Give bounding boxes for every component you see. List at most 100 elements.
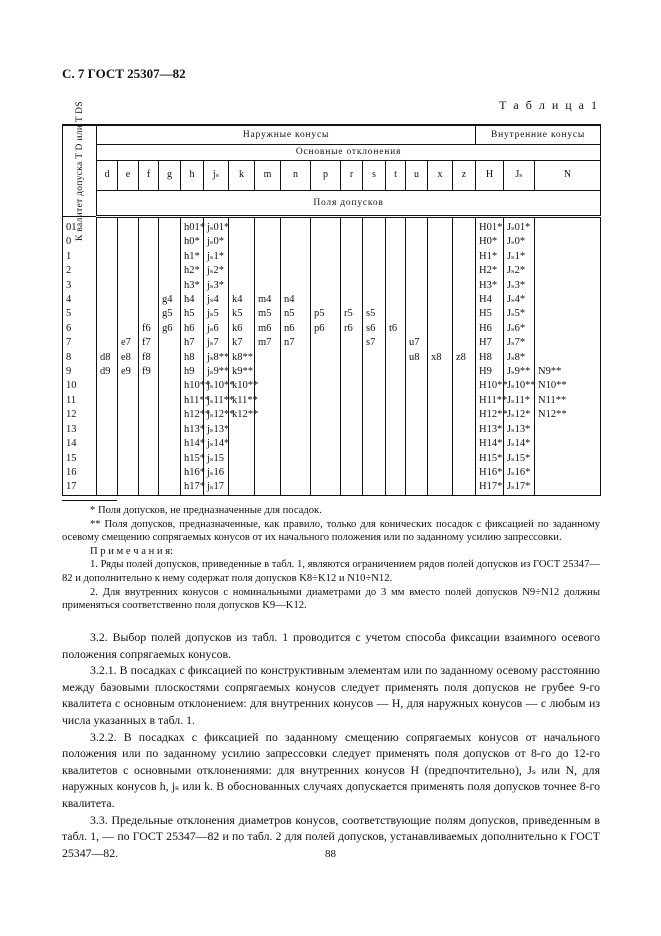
tolerance-cell	[280, 235, 311, 250]
tolerance-cell	[385, 350, 406, 366]
tolerance-cell: Jₛ8*	[503, 350, 536, 366]
tolerance-cell	[96, 249, 118, 265]
tolerance-cell	[451, 408, 477, 423]
tolerance-cell	[405, 451, 428, 466]
tolerance-cell: Jₛ3*	[503, 278, 536, 294]
tolerance-fields-header: Поля допусков	[95, 190, 602, 218]
tolerance-cell: h6	[180, 321, 204, 337]
column-header-12: t	[385, 160, 406, 191]
tolerance-cell: H6	[475, 321, 505, 337]
tolerance-cell	[117, 249, 139, 265]
tolerance-cell	[427, 336, 453, 351]
table-row: 13 h13* jₛ13* H13* Jₛ13*	[62, 422, 602, 438]
footnotes: * Поля допусков, не предназначенные для …	[62, 504, 600, 613]
tolerance-cell	[534, 350, 602, 366]
tolerance-cell: m5	[254, 307, 281, 322]
tolerance-cell	[96, 379, 118, 394]
tolerance-table: К валитет допуска T D или T DS Наружные …	[62, 101, 602, 496]
tolerance-cell: Jₛ1*	[503, 249, 536, 265]
tolerance-cell	[451, 437, 477, 452]
tolerance-cell: Jₛ5*	[503, 307, 536, 322]
tolerance-cell	[280, 278, 311, 294]
tolerance-cell	[254, 216, 281, 236]
tolerance-cell	[385, 451, 406, 466]
tolerance-cell: h9	[180, 365, 204, 380]
basic-deviations-header: Основные отклонения	[95, 144, 602, 161]
tolerance-cell: Jₛ13*	[503, 422, 536, 438]
tolerance-cell	[427, 278, 453, 294]
tolerance-cell	[385, 216, 406, 236]
tolerance-cell	[138, 249, 159, 265]
tolerance-cell: H12**	[475, 408, 508, 423]
tolerance-cell	[280, 264, 311, 279]
tolerance-cell: f9	[138, 365, 159, 380]
column-header-4: h	[180, 160, 204, 191]
column-header-15: z	[451, 160, 477, 191]
tolerance-cell	[340, 249, 363, 265]
tolerance-cell: Jₛ6*	[503, 321, 536, 337]
tolerance-cell: H17*	[475, 480, 505, 496]
tolerance-cell	[117, 293, 139, 308]
tolerance-cell	[451, 465, 477, 481]
tolerance-cell	[158, 235, 181, 250]
tolerance-cell	[96, 293, 118, 308]
note-1: 1. Ряды полей допусков, приведенные в та…	[62, 559, 600, 584]
tolerance-cell	[117, 480, 139, 496]
column-header-14: x	[427, 160, 453, 191]
page-number: 88	[325, 848, 336, 860]
tolerance-cell	[340, 293, 363, 308]
tolerance-cell: n7	[280, 336, 311, 351]
tolerance-cell: H1*	[475, 249, 505, 265]
tolerance-cell	[280, 465, 311, 481]
tolerance-cell	[254, 465, 281, 481]
table-row: 8 d8 e8 f8 h8 jₛ8** k8** u8 x8 z8 H8 Jₛ8*	[62, 350, 602, 366]
tolerance-cell	[451, 365, 477, 380]
table-row: 01 h01* jₛ01* H01* Jₛ01*	[62, 216, 602, 236]
tolerance-cell	[427, 216, 453, 236]
footnote-divider	[62, 500, 117, 501]
table-row: 7 e7 f7 h7 jₛ7 k7 m7 n7 s7 u7 H7 Jₛ7*	[62, 336, 602, 351]
tolerance-cell	[310, 365, 341, 380]
tolerance-cell: H5	[475, 307, 505, 322]
tolerance-cell	[138, 278, 159, 294]
tolerance-cell	[96, 451, 118, 466]
group-inner-cones: Внутренние конусы	[475, 124, 602, 145]
grade-cell: 17	[62, 480, 97, 496]
tolerance-cell	[451, 422, 477, 438]
tolerance-cell	[451, 278, 477, 294]
tolerance-cell	[280, 480, 311, 496]
tolerance-cell	[138, 216, 159, 236]
tolerance-cell: N9**	[534, 365, 602, 380]
tolerance-cell: r6	[340, 321, 363, 337]
tolerance-cell	[96, 437, 118, 452]
column-header-3: g	[158, 160, 181, 191]
tolerance-cell: jₛ01*	[203, 216, 229, 236]
tolerance-cell: jₛ15	[203, 451, 229, 466]
tolerance-cell: Jₛ11*	[503, 393, 536, 409]
tolerance-cell	[451, 480, 477, 496]
tolerance-cell	[158, 422, 181, 438]
column-header-8: n	[280, 160, 311, 191]
tolerance-cell	[254, 408, 281, 423]
tolerance-cell	[340, 393, 363, 409]
tolerance-cell	[340, 264, 363, 279]
tolerance-cell	[310, 336, 341, 351]
table-row: 5 g5 h5 jₛ5 k5 m5 n5 p5 r5 s5 H5 Jₛ5*	[62, 307, 602, 322]
tolerance-cell: jₛ8**	[203, 350, 229, 366]
row-header-cell: К валитет допуска T D или T DS	[62, 101, 97, 241]
tolerance-cell	[117, 321, 139, 337]
tolerance-cell: n4	[280, 293, 311, 308]
tolerance-cell	[310, 216, 341, 236]
tolerance-cell: H3*	[475, 278, 505, 294]
tolerance-cell	[362, 264, 386, 279]
footnote-single-star: * Поля допусков, не предназначенные для …	[90, 505, 322, 516]
table-row: 10 h10** jₛ10** k10** H10** Jₛ10** N10**	[62, 379, 602, 394]
table-row: 1 h1* jₛ1* H1* Jₛ1*	[62, 249, 602, 265]
tolerance-cell	[451, 451, 477, 466]
tolerance-cell	[427, 437, 453, 452]
tolerance-cell	[427, 293, 453, 308]
tolerance-cell	[534, 307, 602, 322]
tolerance-cell	[427, 408, 453, 423]
tolerance-cell: H2*	[475, 264, 505, 279]
table-row: 16 h16* jₛ16 H16* Jₛ16*	[62, 465, 602, 481]
